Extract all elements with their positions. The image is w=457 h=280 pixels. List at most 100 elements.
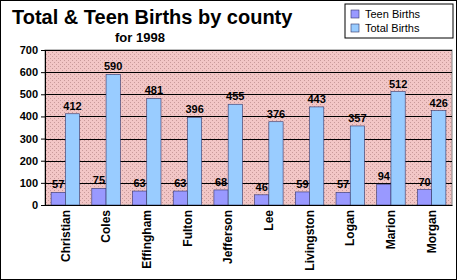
bar [432,111,446,205]
x-tick-label: Logan [343,210,357,246]
data-label: 68 [215,176,227,188]
grid [45,51,452,206]
legend: Teen Births Total Births [345,4,453,38]
legend-label: Teen Births [365,8,421,20]
data-label: 57 [52,178,64,190]
y-tick-label: 500 [20,88,38,100]
y-tick-mark [41,50,45,51]
plot-area [45,50,452,205]
legend-box [345,4,453,38]
data-label: 63 [134,177,146,189]
y-tick-label: 400 [20,110,38,122]
x-tick-label: Coles [99,210,113,243]
bar [147,98,161,205]
bar [173,191,187,205]
bar [417,190,431,206]
y-tick-label: 700 [20,44,38,56]
y-tick: 300 [20,133,45,145]
y-tick-mark [41,161,45,162]
data-label: 70 [418,176,430,188]
x-tick-label: Effingham [140,210,154,269]
y-tick-mark [41,94,45,95]
data-label: 590 [104,60,122,72]
bar [295,192,309,205]
x-tick: Christian [59,205,73,262]
data-label: 57 [337,178,349,190]
x-tick: Livingston [303,205,317,271]
data-labels: 5775636368465957947041259048139645537644… [52,60,448,192]
data-label: 443 [307,93,325,105]
bar [65,114,79,205]
x-tick-label: Jefferson [221,210,235,264]
bar [255,195,269,205]
data-label: 75 [93,174,105,186]
data-label: 376 [267,108,285,120]
bar [336,192,350,205]
data-label: 426 [430,97,448,109]
y-tick-mark [41,183,45,184]
bar [350,126,364,205]
y-tick-label: 200 [20,155,38,167]
data-label: 59 [296,178,308,190]
bar [133,191,147,205]
x-tick: Marion [384,205,398,249]
data-label: 481 [145,84,163,96]
bar [106,74,120,205]
x-tick: Lee [262,205,276,231]
legend-label: Total Births [365,22,420,34]
y-tick-label: 600 [20,66,38,78]
y-tick: 400 [20,110,45,122]
data-label: 455 [226,90,244,102]
y-tick: 100 [20,177,45,189]
y-tick-label: 300 [20,133,38,145]
bar [228,104,242,205]
data-label: 396 [185,103,203,115]
x-tick: Morgan [425,205,439,253]
grid-line [45,205,452,206]
y-tick: 500 [20,88,45,100]
x-tick-label: Lee [262,210,276,231]
legend-swatch [351,24,359,32]
bar [269,122,283,205]
y-tick-mark [41,116,45,117]
y-tick: 0 [32,199,45,211]
y-tick-label: 100 [20,177,38,189]
title: Total & Teen Births by county [12,6,293,28]
x-tick-label: Livingston [303,210,317,271]
bar [377,184,391,205]
bar [51,192,65,205]
bar [92,188,106,205]
data-label: 63 [174,177,186,189]
bar [310,107,324,205]
x-tick-label: Christian [59,210,73,262]
x-tick: Coles [99,205,113,243]
x-axis: Christian Coles Effingham Fulton Jefferson Le… [46,205,453,271]
data-label: 512 [389,78,407,90]
grid-line [45,50,452,51]
x-tick: Jefferson [221,205,235,264]
y-tick: 200 [20,155,45,167]
y-axis-line [41,51,46,206]
y-tick: 700 [20,44,45,56]
x-tick-label: Fulton [181,210,195,247]
bars [51,74,446,205]
y-tick-mark [41,205,45,206]
bar [214,190,228,205]
bar [391,92,405,205]
legend-swatch [351,10,359,18]
chart: Total & Teen Births by county for 1998 0 10… [0,0,457,280]
bar [187,117,201,205]
subtitle: for 1998 [115,30,165,45]
y-tick: 600 [20,66,45,78]
x-tick-label: Morgan [425,210,439,253]
y-tick-label: 0 [32,199,38,211]
x-axis-line [46,205,453,206]
data-label: 412 [63,100,81,112]
y-tick-mark [41,72,45,73]
x-tick: Logan [343,205,357,246]
x-tick: Effingham [140,205,154,269]
chart-border [1,1,457,280]
data-label: 357 [348,112,366,124]
x-tick: Fulton [181,205,195,247]
data-label: 94 [378,170,391,182]
